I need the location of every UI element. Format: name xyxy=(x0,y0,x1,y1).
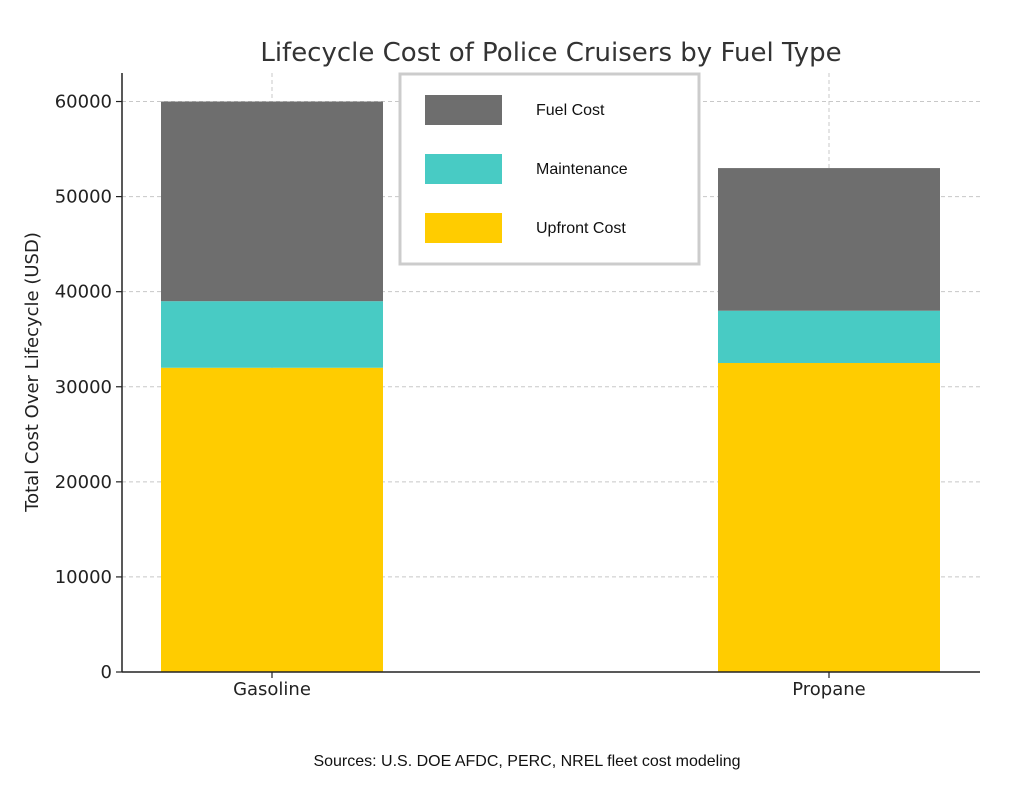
y-tick-label-0: 0 xyxy=(101,662,112,683)
legend-label-fuel-cost: Fuel Cost xyxy=(536,102,605,119)
y-ticks: 0 10000 20000 30000 40000 50000 60000 xyxy=(55,92,122,683)
bar-gasoline-upfront-cost xyxy=(161,367,383,672)
bar-gasoline-fuel-cost xyxy=(161,101,383,302)
bar-gasoline-maintenance xyxy=(161,301,383,368)
chart-title: Lifecycle Cost of Police Cruisers by Fue… xyxy=(260,38,841,68)
y-tick-label-50000: 50000 xyxy=(55,187,112,208)
source-note: Sources: U.S. DOE AFDC, PERC, NREL fleet… xyxy=(313,753,740,770)
axes xyxy=(121,73,980,673)
legend-swatch-fuel-cost xyxy=(425,95,502,125)
legend-label-upfront-cost: Upfront Cost xyxy=(536,220,626,237)
bar-propane-fuel-cost xyxy=(718,168,940,311)
y-tick-label-60000: 60000 xyxy=(55,92,112,113)
legend-swatch-upfront-cost xyxy=(425,213,502,243)
x-tick-label-gasoline: Gasoline xyxy=(233,679,311,700)
legend-label-maintenance: Maintenance xyxy=(536,161,628,178)
y-tick-label-10000: 10000 xyxy=(55,567,112,588)
y-axis-label: Total Cost Over Lifecycle (USD) xyxy=(22,232,43,513)
y-tick-label-40000: 40000 xyxy=(55,282,112,303)
bar-propane-maintenance xyxy=(718,310,940,363)
bar-propane-upfront-cost xyxy=(718,362,940,672)
legend-swatch-maintenance xyxy=(425,154,502,184)
x-tick-label-propane: Propane xyxy=(792,679,866,700)
y-tick-label-20000: 20000 xyxy=(55,472,112,493)
y-tick-label-30000: 30000 xyxy=(55,377,112,398)
x-ticks: Gasoline Propane xyxy=(233,672,866,700)
legend: Fuel Cost Maintenance Upfront Cost xyxy=(398,72,701,266)
bars xyxy=(161,101,940,672)
